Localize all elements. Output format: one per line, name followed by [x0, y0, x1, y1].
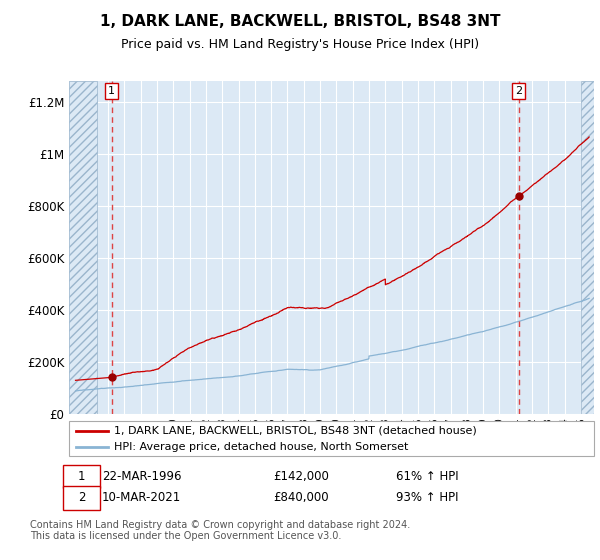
Text: 22-MAR-1996: 22-MAR-1996: [102, 470, 182, 483]
Bar: [69, 81, 97, 414]
Text: 93% ↑ HPI: 93% ↑ HPI: [396, 491, 458, 505]
Text: Contains HM Land Registry data © Crown copyright and database right 2024.
This d: Contains HM Land Registry data © Crown c…: [30, 520, 410, 542]
Text: 1: 1: [108, 86, 115, 96]
Text: HPI: Average price, detached house, North Somerset: HPI: Average price, detached house, Nort…: [114, 441, 409, 451]
Text: 1, DARK LANE, BACKWELL, BRISTOL, BS48 3NT: 1, DARK LANE, BACKWELL, BRISTOL, BS48 3N…: [100, 14, 500, 29]
Text: 2: 2: [78, 491, 85, 505]
Text: 61% ↑ HPI: 61% ↑ HPI: [396, 470, 458, 483]
Text: 1: 1: [78, 470, 85, 483]
Text: £840,000: £840,000: [273, 491, 329, 505]
Bar: [581, 81, 594, 414]
Text: 1, DARK LANE, BACKWELL, BRISTOL, BS48 3NT (detached house): 1, DARK LANE, BACKWELL, BRISTOL, BS48 3N…: [114, 426, 477, 436]
Text: 2: 2: [515, 86, 523, 96]
Text: £142,000: £142,000: [273, 470, 329, 483]
Text: Price paid vs. HM Land Registry's House Price Index (HPI): Price paid vs. HM Land Registry's House …: [121, 38, 479, 50]
Text: 10-MAR-2021: 10-MAR-2021: [102, 491, 181, 505]
